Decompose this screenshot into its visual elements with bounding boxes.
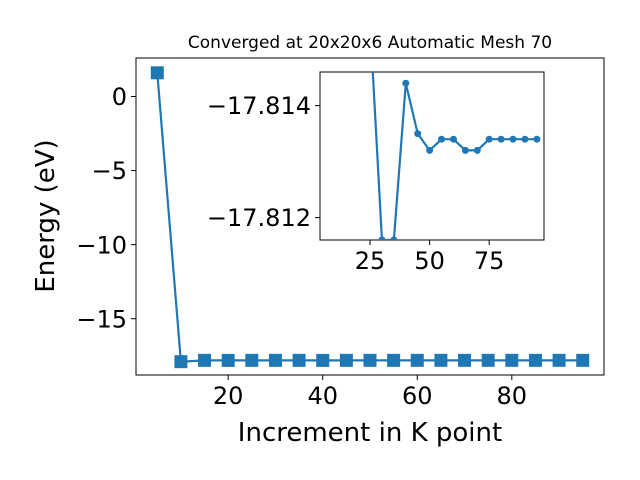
inset-y-tick-label: −17.814 [207, 92, 311, 120]
main-data-point [339, 353, 353, 367]
main-data-point [363, 353, 377, 367]
inset-data-point [533, 135, 541, 143]
main-data [150, 66, 590, 369]
main-data-point [481, 353, 495, 367]
main-y-tick-label: 0 [112, 83, 127, 111]
main-data-point [434, 353, 448, 367]
inset-data-point [414, 130, 422, 138]
main-data-point [410, 353, 424, 367]
main-x-tick-label: 60 [402, 382, 433, 410]
main-data-point [174, 355, 188, 369]
inset-y-tick-label: −17.812 [207, 204, 311, 232]
inset-data-point [521, 135, 529, 143]
inset-data-point [497, 135, 505, 143]
main-data-point [245, 353, 259, 367]
main-data-point [221, 353, 235, 367]
main-data-point [387, 353, 401, 367]
inset-frame [319, 71, 545, 241]
main-data-point [198, 353, 212, 367]
inset-data-point [390, 236, 398, 240]
chart-title: Converged at 20x20x6 Automatic Mesh 70 [188, 33, 552, 53]
inset-data-point [509, 135, 517, 143]
main-data-point [458, 353, 472, 367]
main-data-point [528, 353, 542, 367]
inset-data-point [402, 79, 410, 87]
main-data-point [552, 353, 566, 367]
inset-data-point [378, 236, 386, 240]
inset-data [367, 18, 541, 240]
main-data-point [316, 353, 330, 367]
main-y-tick-label: −15 [76, 305, 127, 333]
inset-data-point [438, 135, 446, 143]
inset-data-point [426, 146, 434, 154]
inset-data-point [461, 146, 469, 154]
main-x-tick-label: 80 [497, 382, 528, 410]
inset-x-tick-label: 50 [414, 247, 445, 275]
main-data-point [150, 66, 164, 80]
inset-x-tick-label: 25 [355, 247, 386, 275]
main-data-point [505, 353, 519, 367]
main-y-tick-label: −5 [92, 157, 127, 185]
main-data-point [268, 353, 282, 367]
main-data-point [576, 353, 590, 367]
inset-data-point [485, 135, 493, 143]
main-data-point [292, 353, 306, 367]
main-x-tick-label: 40 [307, 382, 338, 410]
inset-data-point [367, 18, 374, 25]
inset-plot-area: 25 50 75 −17.814 −17.812 [207, 18, 545, 275]
y-axis-label: Energy (eV) [31, 139, 61, 292]
inset-data-point [473, 146, 481, 154]
main-x-tick-label: 20 [213, 382, 244, 410]
inset-x-tick-label: 75 [474, 247, 505, 275]
x-axis-label: Increment in K point [238, 418, 502, 448]
inset-data-point [449, 135, 457, 143]
main-y-tick-label: −10 [76, 231, 127, 259]
